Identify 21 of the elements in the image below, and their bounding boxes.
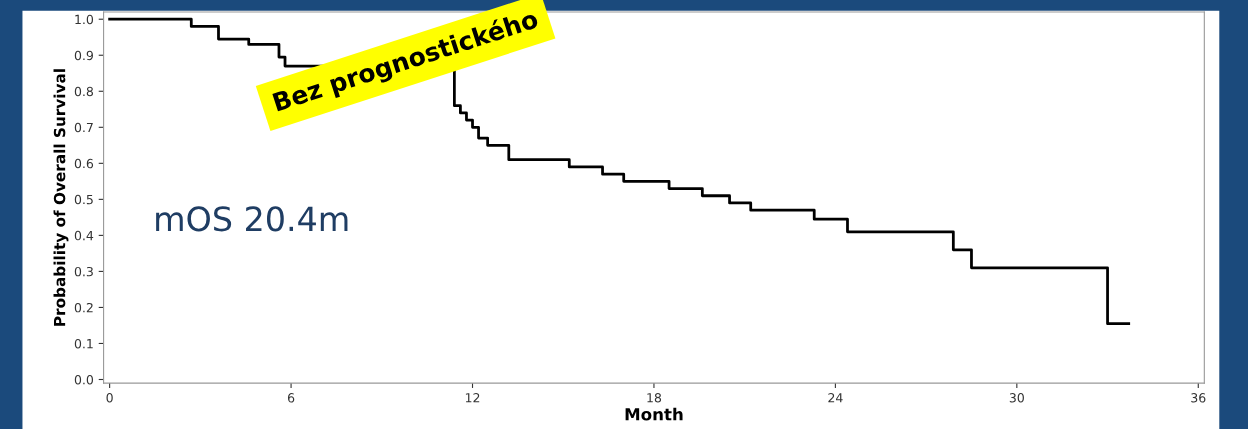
y-tick-label: 0.2 [74,302,93,313]
x-tick-label: 12 [465,393,480,403]
y-tick-label: 0.9 [74,50,93,61]
y-tick-label: 0.8 [74,86,94,97]
y-tick-label: 0.3 [74,266,93,277]
y-tick-label: 0.4 [74,230,94,241]
x-axis-title: Month [625,407,683,421]
x-tick-label: 24 [828,393,843,403]
y-tick-label: 0.7 [74,122,93,133]
x-tick-label: 18 [647,393,662,403]
x-tick-label: 6 [287,393,295,403]
y-tick-label: 0.5 [74,194,93,205]
x-tick-label: 36 [1191,393,1206,403]
y-tick-label: 1.0 [75,14,94,25]
y-axis-title: Probability of Overall Survival [53,69,69,326]
x-tick-label: 30 [1009,393,1024,403]
y-tick-label: 0.6 [74,158,94,169]
y-tick-label: 0.1 [74,338,93,349]
y-tick-label: 0.0 [74,374,94,385]
x-tick-label: 0 [106,393,113,403]
annotation: mOS 20.4m [156,206,348,232]
